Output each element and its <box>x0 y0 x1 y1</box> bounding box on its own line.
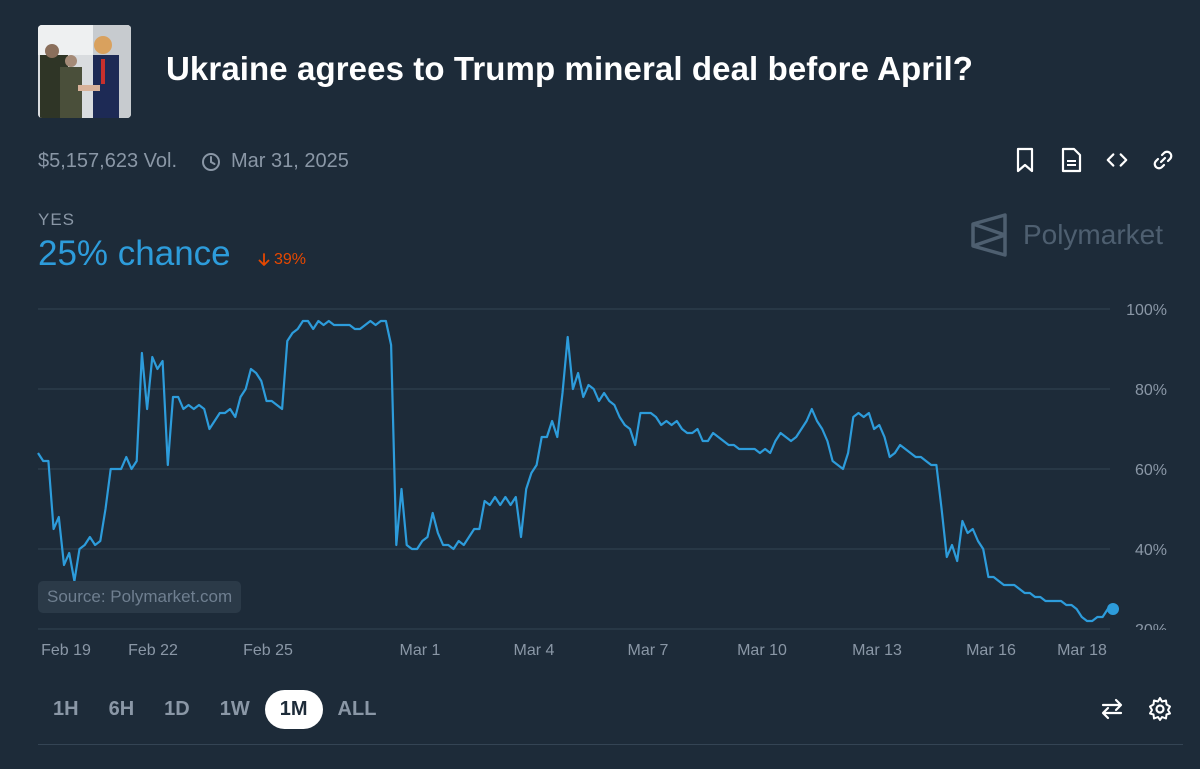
chance-delta-text: 39% <box>274 251 307 268</box>
x-tick-label: Mar 16 <box>966 642 1016 659</box>
chart-tools <box>1099 696 1173 727</box>
x-tick-label: Mar 18 <box>1057 642 1107 659</box>
brand-watermark: Polymarket <box>969 212 1163 258</box>
gear-icon[interactable] <box>1147 696 1173 727</box>
document-icon[interactable] <box>1059 146 1083 174</box>
swap-icon[interactable] <box>1099 696 1125 727</box>
bookmark-icon[interactable] <box>1013 146 1037 174</box>
chance-delta: 39% <box>258 251 306 269</box>
clock-icon <box>202 152 221 171</box>
code-icon[interactable] <box>1105 146 1129 174</box>
y-tick-label: 100% <box>1126 302 1167 319</box>
y-tick-label: 20% <box>1135 622 1167 630</box>
x-tick-label: Mar 7 <box>627 642 669 659</box>
market-meta: $5,157,623 Vol. Mar 31, 2025 <box>38 150 349 173</box>
range-all[interactable]: ALL <box>337 698 377 720</box>
link-icon[interactable] <box>1151 146 1175 174</box>
x-tick-label: Mar 1 <box>399 642 441 659</box>
x-tick-label: Mar 4 <box>513 642 555 659</box>
market-title: Ukraine agrees to Trump mineral deal bef… <box>166 50 974 87</box>
y-tick-label: 80% <box>1135 382 1167 399</box>
range-6h[interactable]: 6H <box>108 698 135 720</box>
end-date-text: Mar 31, 2025 <box>231 150 349 172</box>
end-date: Mar 31, 2025 <box>201 150 349 173</box>
range-1d[interactable]: 1D <box>164 698 190 720</box>
x-tick-label: Mar 10 <box>737 642 787 659</box>
market-thumbnail <box>38 25 131 118</box>
price-chart: 100% 80% 60% 40% 20% <box>37 302 1167 630</box>
range-1w[interactable]: 1W <box>219 698 250 720</box>
x-tick-label: Feb 19 <box>41 642 91 659</box>
arrow-down-icon <box>258 253 270 266</box>
x-axis: Feb 19 Feb 22 Feb 25 Mar 1 Mar 4 Mar 7 Mar 10 M… <box>0 642 1200 664</box>
market-actions <box>1013 146 1175 174</box>
y-tick-label: 60% <box>1135 462 1167 479</box>
range-1m[interactable]: 1M <box>264 690 323 729</box>
polymarket-logo-icon <box>971 213 1007 257</box>
source-label: Source: Polymarket.com <box>38 581 242 613</box>
x-tick-label: Mar 13 <box>852 642 902 659</box>
x-tick-label: Feb 25 <box>243 642 293 659</box>
chance-value: 25% chance <box>38 234 231 273</box>
volume: $5,157,623 Vol. <box>38 150 178 172</box>
divider <box>38 744 1183 745</box>
x-tick-label: Feb 22 <box>128 642 178 659</box>
series-line-yes <box>37 319 1113 623</box>
range-1h[interactable]: 1H <box>53 698 79 720</box>
brand-name: Polymarket <box>1022 219 1163 250</box>
y-tick-label: 40% <box>1135 542 1167 559</box>
time-range-selector: 1H 6H 1D 1W 1M ALL <box>38 690 391 729</box>
current-value-dot <box>1107 603 1119 615</box>
outcome-label: YES <box>38 210 76 229</box>
